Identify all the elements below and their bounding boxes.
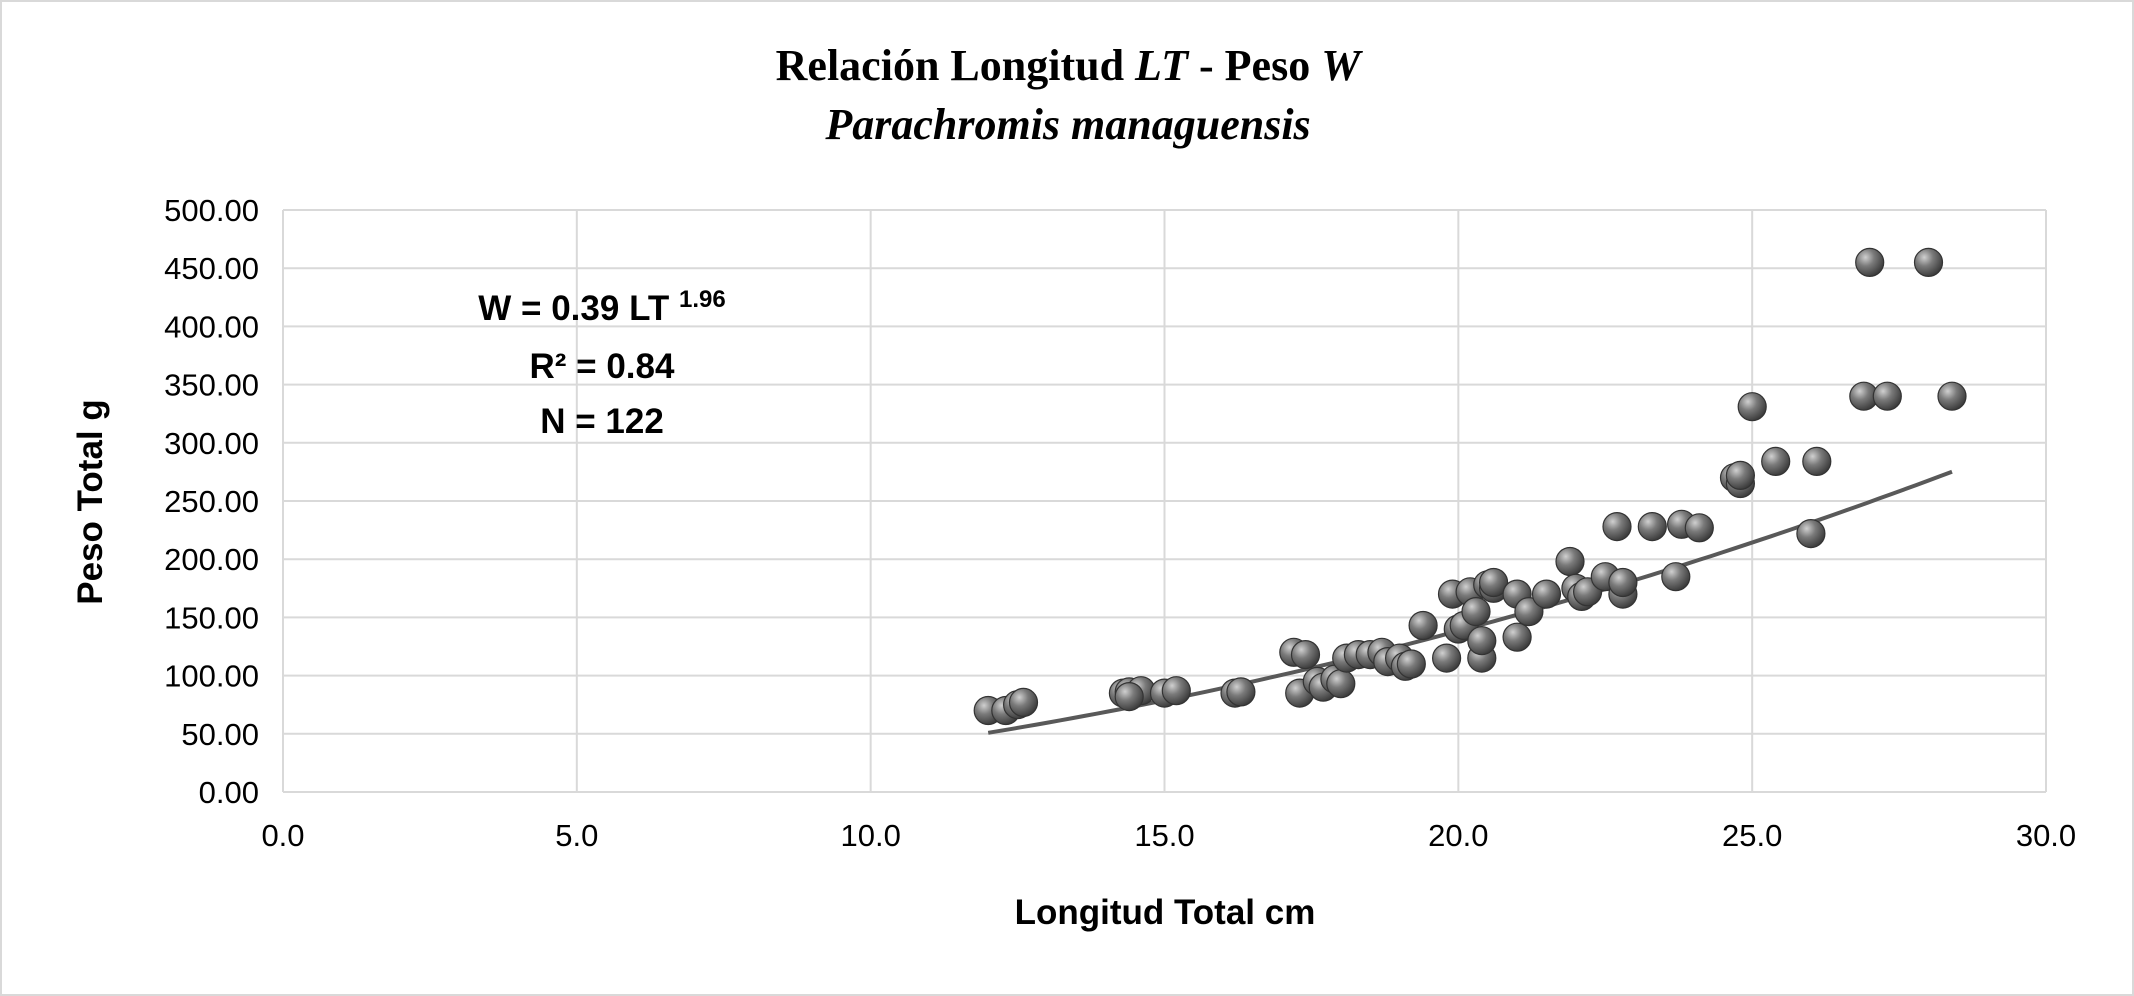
x-tick-label: 5.0: [555, 818, 598, 853]
x-tick-label: 30.0: [2016, 818, 2076, 853]
data-point: [1431, 643, 1462, 673]
r-squared-label: R² = 0.84: [530, 347, 675, 386]
data-point: [1684, 513, 1714, 543]
x-tick-label: 10.0: [840, 818, 900, 853]
data-point: [1161, 676, 1191, 706]
data-point: [1555, 546, 1585, 577]
data-point: [1531, 579, 1562, 609]
y-tick-labels: 0.00 50.00 100.00 150.00 200.00 250.00 300.00 3…: [164, 193, 259, 810]
data-point: [1661, 562, 1691, 592]
data-point: [1478, 567, 1509, 598]
data-point: [1114, 681, 1144, 712]
y-axis-title: Peso Total g: [71, 399, 110, 605]
equation-label: W = 0.39 LT 1.96: [478, 286, 725, 328]
x-axis-title: Longitud Total cm: [1015, 893, 1316, 932]
y-tick-label: 100.00: [164, 659, 259, 694]
data-point: [1602, 511, 1632, 542]
y-tick-label: 350.00: [164, 368, 259, 403]
y-tick-label: 200.00: [164, 542, 259, 577]
data-point: [1408, 610, 1438, 641]
y-tick-label: 250.00: [164, 484, 259, 519]
data-point: [1502, 622, 1532, 652]
data-point: [1226, 677, 1256, 707]
y-tick-label: 500.00: [164, 193, 259, 228]
data-point: [1008, 687, 1039, 718]
y-tick-label: 450.00: [164, 251, 259, 286]
y-tick-label: 300.00: [164, 426, 259, 461]
y-tick-label: 400.00: [164, 309, 259, 344]
data-point: [1396, 649, 1426, 679]
x-tick-labels: 0.0 5.0 10.0 15.0 20.0 25.0 30.0: [261, 818, 2076, 853]
data-point: [1290, 639, 1321, 670]
y-tick-label: 0.00: [199, 775, 259, 810]
data-point: [1514, 596, 1544, 627]
chart-title-line2: Parachromis managuensis: [824, 100, 1310, 149]
data-point: [1725, 460, 1756, 490]
data-points: [973, 247, 1967, 726]
x-tick-label: 20.0: [1428, 818, 1488, 853]
data-point: [1937, 381, 1967, 411]
data-point: [1913, 247, 1944, 277]
data-point: [1802, 446, 1832, 476]
data-point: [1855, 247, 1885, 277]
data-point: [1796, 518, 1826, 549]
data-point: [1461, 596, 1491, 627]
y-tick-label: 150.00: [164, 600, 259, 635]
n-label: N = 122: [540, 402, 664, 441]
x-tick-label: 15.0: [1134, 818, 1194, 853]
chart-title-line1: Relación Longitud LT - Peso W: [776, 41, 1364, 90]
y-tick-label: 50.00: [181, 717, 259, 752]
data-point: [1326, 669, 1356, 699]
grid: [282, 209, 2047, 793]
data-point: [1737, 392, 1767, 422]
data-point: [1761, 446, 1791, 476]
x-tick-label: 0.0: [261, 818, 304, 853]
data-point: [1608, 567, 1638, 598]
data-point: [1637, 511, 1667, 542]
data-point: [1467, 626, 1497, 656]
x-tick-label: 25.0: [1722, 818, 1782, 853]
data-point: [1872, 381, 1902, 411]
